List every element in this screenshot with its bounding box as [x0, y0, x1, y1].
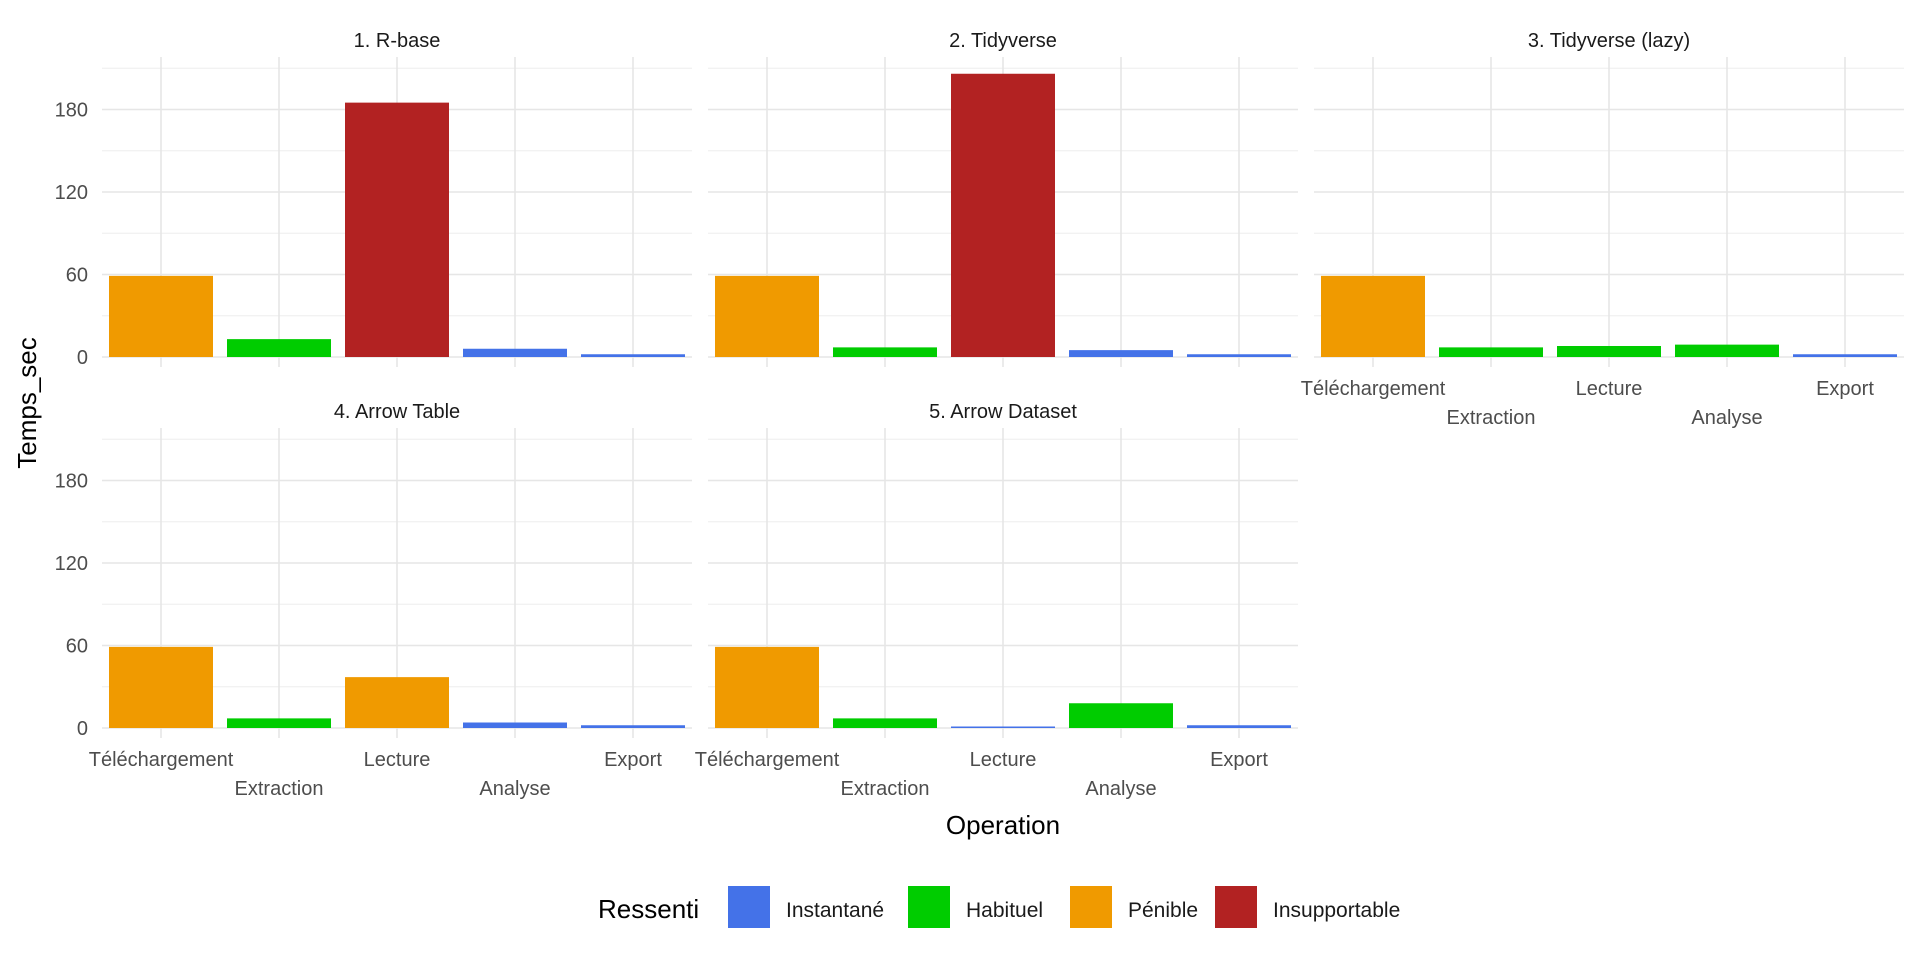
- bar: [463, 348, 567, 357]
- bar: [463, 722, 567, 728]
- bar: [1321, 275, 1425, 357]
- bar: [1187, 725, 1291, 728]
- bar: [1187, 354, 1291, 357]
- facet-title: 4. Arrow Table: [334, 401, 460, 423]
- x-tick-label: Analyse: [1691, 407, 1762, 429]
- bar: [1557, 346, 1661, 357]
- bar: [227, 339, 331, 357]
- bar: [227, 718, 331, 728]
- bar: [109, 275, 213, 357]
- bar: [833, 347, 937, 357]
- legend-title: Ressenti: [598, 894, 699, 924]
- y-tick-label: 180: [55, 471, 88, 493]
- x-tick-label: Analyse: [479, 778, 550, 800]
- legend-item: Instantané: [728, 886, 884, 928]
- bar: [345, 102, 449, 357]
- legend-key: [908, 886, 950, 928]
- legend-item: Pénible: [1070, 886, 1198, 928]
- y-axis-title: Temps_sec: [12, 337, 42, 469]
- x-tick-label: Extraction: [841, 778, 930, 800]
- bar: [1439, 347, 1543, 357]
- bar: [1069, 350, 1173, 357]
- bar: [1675, 344, 1779, 357]
- x-tick-label: Lecture: [1576, 378, 1643, 400]
- legend-item: Habituel: [908, 886, 1043, 928]
- bar: [109, 646, 213, 728]
- x-tick-label: Export: [1210, 749, 1268, 771]
- x-tick-label: Téléchargement: [89, 749, 234, 771]
- x-tick-label: Lecture: [970, 749, 1037, 771]
- legend-key: [728, 886, 770, 928]
- x-tick-label: Export: [604, 749, 662, 771]
- facet-title: 1. R-base: [354, 30, 441, 52]
- x-tick-label: Extraction: [235, 778, 324, 800]
- legend-label: Instantané: [786, 899, 884, 922]
- x-tick-label: Lecture: [364, 749, 431, 771]
- bar: [715, 646, 819, 728]
- x-tick-label: Extraction: [1447, 407, 1536, 429]
- bar: [951, 73, 1055, 357]
- bar: [951, 726, 1055, 728]
- y-tick-label: 60: [66, 636, 88, 658]
- x-tick-label: Téléchargement: [695, 749, 840, 771]
- legend-label: Insupportable: [1273, 899, 1400, 922]
- facet-panel: 2. Tidyverse: [708, 30, 1298, 367]
- bar: [581, 725, 685, 728]
- facet-panel: 1. R-base 0 60 120 180: [55, 30, 692, 369]
- bar: [1793, 354, 1897, 357]
- bar: [1069, 703, 1173, 728]
- y-tick-label: 120: [55, 182, 88, 204]
- facet-title: 2. Tidyverse: [949, 30, 1057, 52]
- facet-panel: 3. Tidyverse (lazy) TéléchargementExtract…: [1301, 30, 1904, 429]
- bar: [833, 718, 937, 728]
- x-tick-label: Analyse: [1085, 778, 1156, 800]
- x-axis-title: Operation: [946, 810, 1060, 840]
- facet-title: 5. Arrow Dataset: [929, 401, 1077, 423]
- legend: Ressenti Instantané Habituel Pénible Insupp…: [598, 886, 1400, 928]
- y-tick-label: 180: [55, 100, 88, 122]
- facet-panel: 4. Arrow Table 0 60 120 180 TéléchargementExt…: [55, 401, 692, 800]
- facet-title: 3. Tidyverse (lazy): [1528, 30, 1690, 52]
- facet-panel: 5. Arrow Dataset TéléchargementExtraction…: [695, 401, 1298, 800]
- y-tick-label: 60: [66, 265, 88, 287]
- x-tick-label: Export: [1816, 378, 1874, 400]
- legend-item: Insupportable: [1215, 886, 1400, 928]
- y-tick-label: 0: [77, 347, 88, 369]
- bar: [581, 354, 685, 357]
- y-tick-label: 0: [77, 718, 88, 740]
- bar: [715, 275, 819, 357]
- y-tick-label: 120: [55, 553, 88, 575]
- x-tick-label: Téléchargement: [1301, 378, 1446, 400]
- legend-key: [1070, 886, 1112, 928]
- legend-label: Pénible: [1128, 899, 1198, 922]
- bar: [345, 677, 449, 728]
- legend-label: Habituel: [966, 899, 1043, 922]
- legend-key: [1215, 886, 1257, 928]
- facet-panels: 1. R-base 0 60 120 180 2. Tidyverse 3. Tidyver…: [55, 30, 1904, 800]
